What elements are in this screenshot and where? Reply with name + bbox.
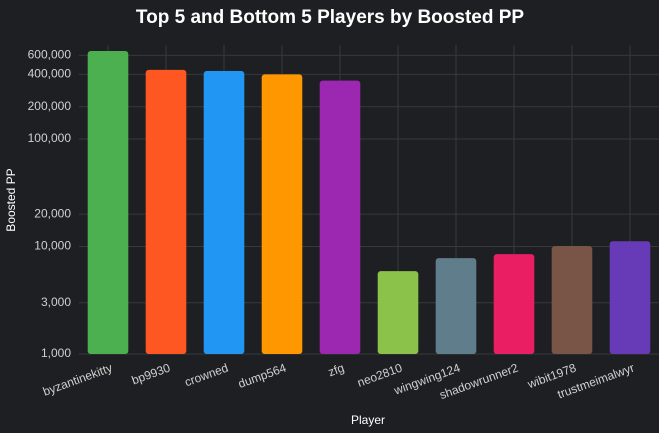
bar <box>203 70 245 354</box>
bar <box>261 74 303 355</box>
y-tick-label: 20,000 <box>34 206 71 220</box>
y-tick-label: 200,000 <box>28 99 72 113</box>
bar <box>493 254 535 354</box>
bar <box>435 258 477 354</box>
bar <box>609 241 651 354</box>
y-tick-label: 1,000 <box>41 346 71 360</box>
y-axis-label: Boosted PP <box>4 168 18 231</box>
x-tick-label: zfg <box>326 361 346 380</box>
bar <box>551 246 593 354</box>
bar <box>87 50 129 355</box>
y-tick-label: 10,000 <box>34 239 71 253</box>
bar <box>377 271 419 354</box>
bar <box>319 80 361 354</box>
x-axis-label: Player <box>351 413 385 427</box>
y-tick-label: 3,000 <box>41 295 71 309</box>
y-tick-label: 600,000 <box>28 48 72 62</box>
chart-title: Top 5 and Bottom 5 Players by Boosted PP <box>136 7 524 28</box>
bar <box>145 69 187 354</box>
y-tick-label: 400,000 <box>28 67 72 81</box>
y-tick-label: 100,000 <box>28 131 72 145</box>
